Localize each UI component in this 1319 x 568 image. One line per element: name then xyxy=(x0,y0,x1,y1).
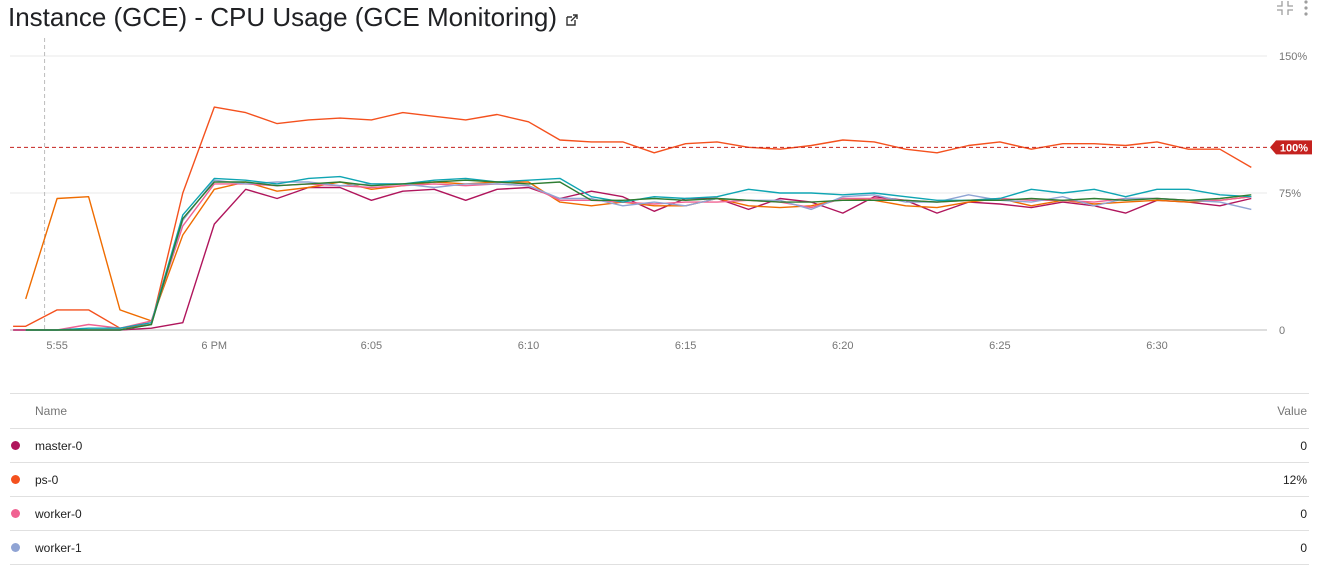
external-link-icon[interactable] xyxy=(565,13,579,27)
page-title: Instance (GCE) - CPU Usage (GCE Monitori… xyxy=(8,1,558,32)
legend-name-header: Name xyxy=(35,404,68,418)
x-tick-label: 6 PM xyxy=(201,340,227,352)
series-color-dot xyxy=(11,543,20,552)
cpu-usage-chart[interactable]: 0 75% 150% 5:55 6 PM 6:05 6:10 6:15 6:20 6:25 6:30… xyxy=(0,30,1319,360)
collapse-icon[interactable] xyxy=(1277,1,1293,15)
legend-name-cell: worker-1 xyxy=(10,541,82,555)
x-tick-label: 6:10 xyxy=(518,340,539,352)
legend-series-name: worker-0 xyxy=(35,506,82,521)
x-tick-label: 6:15 xyxy=(675,340,696,352)
legend-row[interactable]: worker-0 0 xyxy=(10,496,1309,530)
corner-toolbar xyxy=(1277,0,1309,16)
legend-table: Name Value master-0 0 ps-0 12% worker-0 0 work… xyxy=(10,393,1309,565)
y-tick-label: 0 xyxy=(1279,325,1285,337)
legend-name-cell: ps-0 xyxy=(10,473,58,487)
legend-row[interactable]: ps-0 12% xyxy=(10,462,1309,496)
legend-series-value: 0 xyxy=(1300,438,1307,453)
legend-name-cell: master-0 xyxy=(10,439,82,453)
y-tick-label: 150% xyxy=(1279,51,1307,63)
series-line xyxy=(13,106,1252,329)
more-vert-icon[interactable] xyxy=(1303,0,1309,16)
legend-series-name: ps-0 xyxy=(35,472,59,487)
legend-header: Name Value xyxy=(10,393,1309,428)
threshold-label: 100% xyxy=(1280,142,1308,154)
legend-name-cell: worker-0 xyxy=(10,507,82,521)
y-tick-label: 75% xyxy=(1279,188,1301,200)
legend-row[interactable]: worker-1 0 xyxy=(10,530,1309,565)
chart-header: Instance (GCE) - CPU Usage (GCE Monitori… xyxy=(8,0,579,34)
legend-row[interactable]: master-0 0 xyxy=(10,428,1309,462)
legend-series-name: master-0 xyxy=(35,438,83,453)
series-line xyxy=(25,183,1252,331)
threshold-badge xyxy=(1270,140,1312,155)
legend-series-name: worker-1 xyxy=(35,540,82,555)
series-color-dot xyxy=(11,475,20,484)
x-tick-label: 5:55 xyxy=(46,340,67,352)
series-line xyxy=(13,186,1252,331)
x-tick-label: 6:25 xyxy=(989,340,1010,352)
x-tick-label: 6:30 xyxy=(1146,340,1167,352)
series-color-dot xyxy=(11,509,20,518)
legend-series-value: 12% xyxy=(1282,472,1307,487)
x-tick-label: 6:05 xyxy=(361,340,382,352)
series-line xyxy=(25,179,1252,331)
legend-series-value: 0 xyxy=(1300,506,1307,521)
legend-value-header: Value xyxy=(1277,404,1307,418)
legend-series-value: 0 xyxy=(1300,540,1307,555)
series-color-dot xyxy=(11,441,20,450)
x-tick-label: 6:20 xyxy=(832,340,853,352)
